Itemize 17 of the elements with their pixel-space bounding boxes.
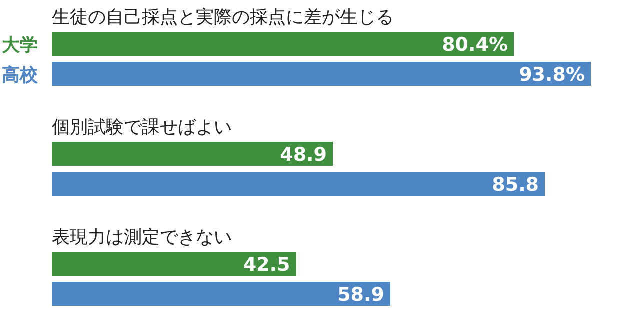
bar [52, 62, 591, 86]
data-label: 48.9 [280, 144, 327, 166]
data-label: 58.9 [338, 284, 384, 306]
data-label: 93.8% [519, 64, 585, 86]
data-label: 85.8 [492, 174, 540, 196]
bar [52, 32, 514, 56]
data-label: 80.4% [442, 34, 508, 56]
bar [52, 252, 296, 276]
bar [52, 142, 333, 166]
series-label: 大学 [1, 35, 38, 56]
bar [52, 172, 546, 196]
series-label: 高校 [2, 65, 39, 86]
y-tick-label: 個別試験で課せばよい [52, 117, 232, 138]
bar [52, 282, 390, 306]
y-tick-label: 表現力は測定できない [52, 227, 232, 248]
y-tick-label: 生徒の自己採点と実際の採点に差が生じる [52, 7, 394, 28]
data-label: 42.5 [243, 254, 290, 276]
